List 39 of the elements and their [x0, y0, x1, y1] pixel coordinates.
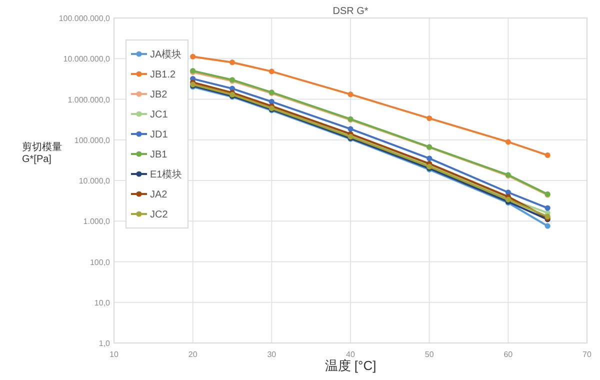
legend-label: JB2	[150, 90, 168, 100]
point	[268, 68, 274, 74]
legend-label: JB1	[150, 150, 168, 160]
legend-label: E1模块	[150, 168, 182, 180]
y-tick-label: 100.000,0	[74, 136, 111, 145]
legend-label: JB1.2	[150, 70, 176, 80]
x-tick-label: 20	[188, 350, 198, 359]
y-tick-label: 1.000,0	[83, 217, 111, 226]
x-tick-label: 30	[267, 350, 277, 359]
x-tick-label: 10	[110, 350, 119, 359]
point	[544, 152, 550, 158]
x-tick-label: 70	[582, 350, 592, 359]
chart-title: DSR G*	[332, 6, 368, 17]
legend-label: JA模块	[150, 48, 182, 60]
y-tick-label: 1,0	[98, 339, 111, 348]
legend-label: JA2	[150, 190, 168, 200]
y-tick-label: 10.000.000,0	[63, 54, 111, 64]
y-tick-label: 100,0	[90, 258, 111, 267]
point	[426, 156, 432, 162]
point	[229, 60, 236, 66]
point	[190, 54, 196, 60]
point	[544, 205, 550, 211]
legend-label: JC1	[150, 110, 168, 120]
point	[505, 139, 511, 145]
x-axis-title: 温度 [°C]	[324, 358, 376, 373]
x-tick-label: 40	[346, 350, 356, 359]
point	[348, 126, 354, 132]
y-tick-label: 10,0	[94, 298, 111, 308]
x-tick-label: 50	[424, 350, 434, 359]
y-axis-title: 剪切模量 G*[Pa]	[22, 141, 62, 165]
legend-label: JC2	[150, 210, 168, 220]
point	[348, 92, 354, 98]
y-tick-label: 100.000.000,0	[58, 14, 111, 23]
point	[544, 223, 550, 229]
point	[426, 115, 432, 122]
x-tick-label: 60	[504, 350, 514, 359]
y-tick-label: 1.000.000,0	[68, 95, 111, 104]
legend-label: JD1	[150, 130, 168, 140]
y-tick-label: 10.000,0	[78, 176, 111, 186]
